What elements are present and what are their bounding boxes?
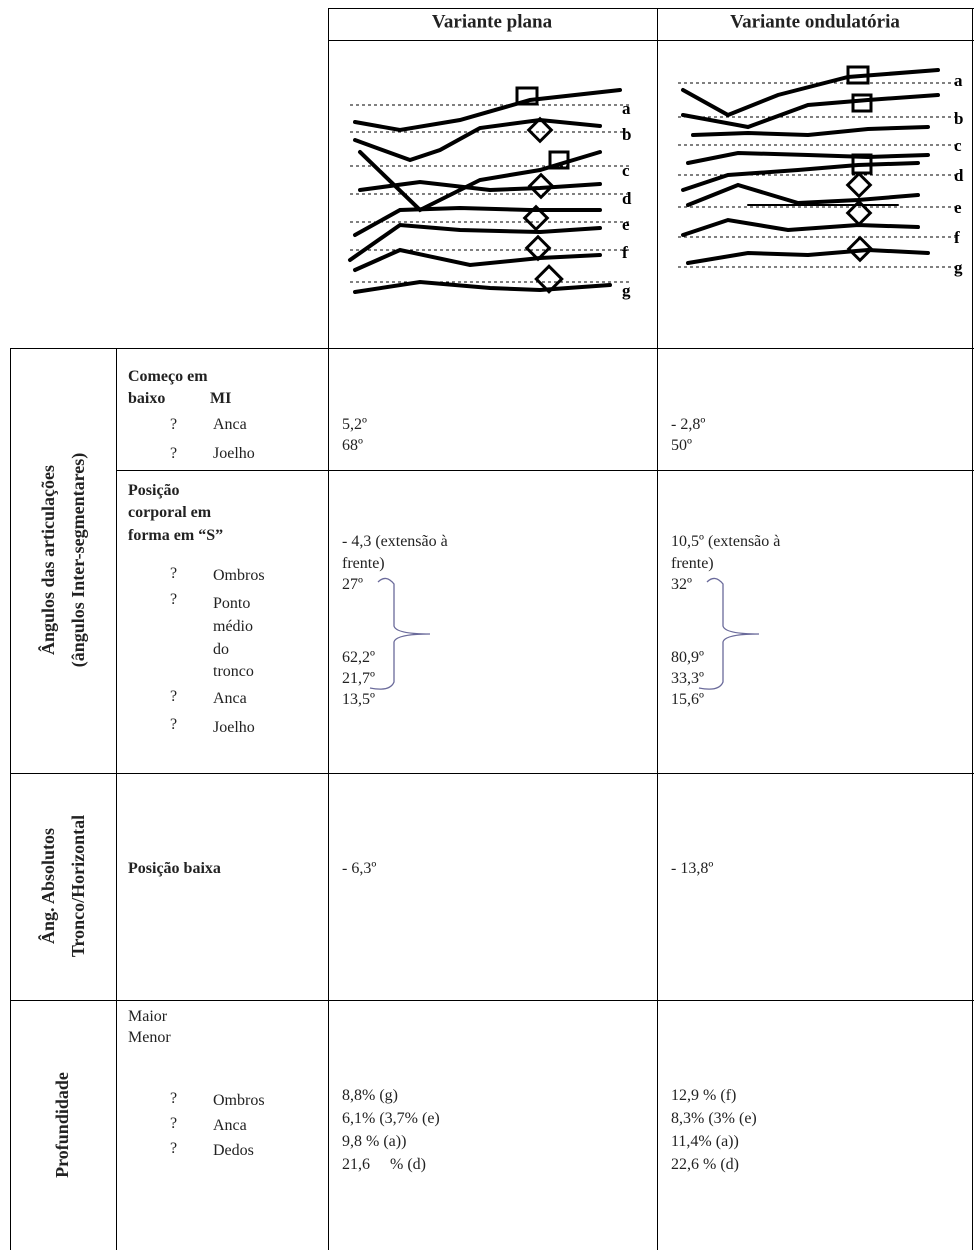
cell-value: 68º [342,437,363,454]
item-label: Ombros [213,567,265,584]
item-label: Joelho [213,445,255,462]
bullet: ? [170,716,178,733]
figure-label: b [954,109,963,128]
row-header: Tronco/Horizontal [68,814,88,958]
rule [10,773,974,774]
cell-value: - 13,8º [671,860,714,877]
item-label: tronco [213,663,254,680]
figure-label: a [954,71,963,90]
row-header: Ângulos das articulações [38,464,58,656]
figure-plana: a b c d e f g [348,86,632,300]
figure-ondulatoria: a b c d e f g [678,65,964,277]
cell-value: 6,1% (3,7% (e) [342,1110,440,1127]
rule [10,1000,974,1001]
cell-value: 22,6 % (d) [671,1156,739,1173]
bullet: ? [170,1140,178,1157]
cell-value: 8,8% (g) [342,1087,398,1104]
brace [698,577,760,690]
cell-value: 32º [671,576,692,593]
figure-label: e [954,198,962,217]
cell-value: 11,4% (a)) [671,1133,739,1150]
section-title: Posição baixa [128,860,221,877]
brace [369,577,431,690]
rule [657,8,658,1250]
cell-value: 27º [342,576,363,593]
figure-label: e [622,215,630,234]
section-title: Começo em [128,368,208,385]
section-title: MI [210,390,232,407]
figure-label: c [954,136,962,155]
cell-value: 50º [671,437,692,454]
figure-label: f [622,243,628,262]
section-title: baixo [128,390,166,407]
item-label: Ponto [213,595,251,612]
row-header: Âng. Absolutos [38,827,58,945]
section-title: Maior [128,1008,168,1025]
item-label: Dedos [213,1142,254,1159]
column-header: Variante plana [431,11,553,33]
cell-value: 8,3% (3% (e) [671,1110,757,1127]
bullet: ? [170,1115,178,1132]
cell-value: 9,8 % (a)) [342,1133,407,1150]
rule [116,470,974,471]
cell-value: - 6,3º [342,860,377,877]
rule [972,8,973,1250]
cell-value: 12,9 % (f) [671,1087,737,1104]
cell-value: - 4,3 (extensão à [342,533,448,550]
figure-label: d [954,166,964,185]
item-label: Anca [213,416,247,433]
rule [328,8,974,9]
figure-label: a [622,99,631,118]
bullet: ? [170,565,178,582]
row-header: Profundidade [52,1072,72,1178]
rule [328,8,329,1250]
column-header: Variante ondulatória [730,11,900,33]
item-label: do [213,641,229,658]
rule [10,348,974,349]
bullet: ? [170,416,178,433]
item-label: Joelho [213,719,255,736]
cell-value: 21,7º [342,670,375,687]
row-header: (ângulos Inter-segmentares) [68,452,88,668]
cell-value: 13,5º [342,691,375,708]
bullet: ? [170,591,178,608]
cell-value: 33,3º [671,670,704,687]
cell-value: 10,5º (extensão à [671,533,781,550]
cell-value: 21,6 % (d) [342,1156,426,1173]
cell-value: 80,9º [671,649,704,666]
item-label: Anca [213,1117,247,1134]
cell-value: frente) [342,555,385,572]
cell-value: 15,6º [671,691,704,708]
section-title: corporal em [128,504,212,521]
bullet: ? [170,688,178,705]
cell-value: 62,2º [342,649,375,666]
figure-label: b [622,125,631,144]
item-label: médio [213,618,253,635]
figure-label: g [622,281,631,300]
item-label: Anca [213,690,247,707]
section-title: Posição [128,482,180,499]
rule [116,348,117,1250]
section-title: forma em “S” [128,527,224,544]
rule [10,348,11,1250]
rule [328,40,974,41]
figure-label: d [622,189,632,208]
cell-value: - 2,8º [671,416,706,433]
cell-value: 5,2º [342,416,367,433]
figure-label: g [954,258,963,277]
figure-label: f [954,228,960,247]
section-title: Menor [128,1029,171,1046]
item-label: Ombros [213,1092,265,1109]
cell-value: frente) [671,555,714,572]
bullet: ? [170,1090,178,1107]
bullet: ? [170,445,178,462]
figure-label: c [622,161,630,180]
